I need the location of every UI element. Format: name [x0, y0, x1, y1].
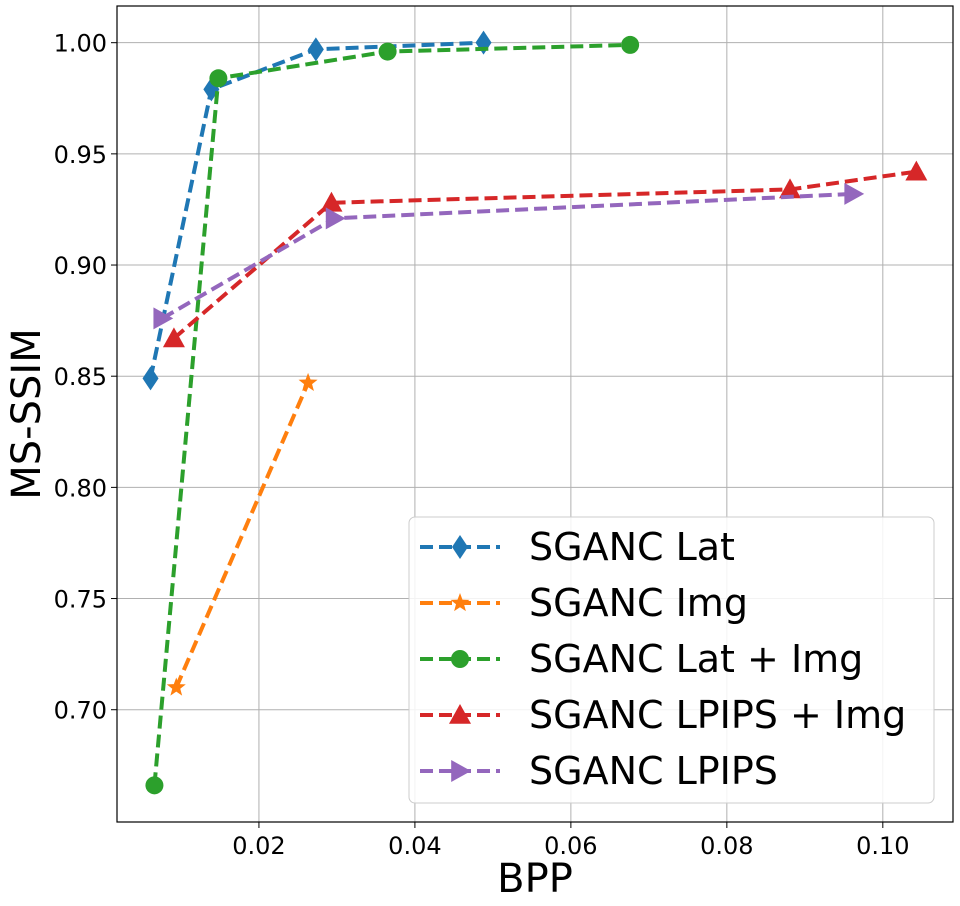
- x-tick-label: 0.04: [388, 832, 441, 860]
- legend-marker: [451, 760, 471, 782]
- tick-labels: 0.02 0.04 0.06 0.08 0.10 0.70 0.75 0.80 0.85 0.90…: [54, 30, 910, 860]
- y-tick-label: 0.70: [54, 697, 107, 725]
- series-line: [148, 40, 484, 379]
- data-point: [307, 37, 324, 62]
- y-tick-label: 1.00: [54, 30, 107, 58]
- data-point: [905, 160, 928, 181]
- data-point: [779, 178, 802, 199]
- legend-entry: SGANC LPIPS + Img: [420, 693, 906, 737]
- legend-label: SGANC Lat: [529, 525, 735, 569]
- y-tick-label: 0.95: [54, 141, 107, 169]
- x-tick-label: 0.06: [544, 832, 597, 860]
- legend-label: SGANC LPIPS + Img: [529, 693, 906, 737]
- y-tick-label: 0.90: [54, 252, 107, 280]
- legend-box: [408, 516, 935, 804]
- data-point: [320, 191, 343, 212]
- series-line: [161, 191, 854, 321]
- series-layer: [142, 30, 928, 795]
- data-point: [153, 307, 174, 330]
- series: [153, 182, 865, 330]
- series: [145, 35, 640, 795]
- y-tick-label: 0.80: [54, 474, 107, 502]
- data-point: [166, 677, 186, 696]
- legend-entry: SGANC Lat: [420, 525, 735, 569]
- x-tick-label: 0.10: [856, 832, 909, 860]
- legend-marker: [449, 704, 471, 724]
- data-point: [145, 776, 164, 795]
- y-tick-label: 0.75: [54, 586, 107, 614]
- legend-marker: [450, 593, 470, 612]
- series-line: [174, 382, 310, 689]
- legend-entry: SGANC Lat + Img: [420, 637, 863, 681]
- series: [142, 30, 492, 391]
- data-point: [298, 372, 318, 391]
- legend-entry: SGANC Img: [420, 581, 748, 625]
- legend-entry: SGANC LPIPS: [420, 749, 778, 793]
- data-point: [162, 327, 185, 348]
- y-axis-label: MS-SSIM: [4, 328, 50, 499]
- legend-marker: [451, 650, 469, 668]
- data-point: [325, 207, 346, 230]
- data-point: [844, 182, 865, 205]
- x-tick-label: 0.08: [700, 832, 753, 860]
- series-line: [172, 169, 917, 340]
- data-point: [378, 42, 397, 61]
- plot-frame: [116, 5, 954, 823]
- legend: SGANC Lat SGANC Img SGANC Lat + Img SGANC L…: [408, 516, 935, 804]
- legend-label: SGANC Lat + Img: [529, 637, 863, 681]
- data-point: [142, 366, 159, 391]
- data-point: [209, 69, 228, 88]
- legend-label: SGANC LPIPS: [529, 749, 778, 793]
- series-line: [152, 42, 631, 786]
- series: [162, 160, 928, 348]
- series: [166, 372, 318, 696]
- x-axis-label: BPP: [497, 856, 573, 902]
- x-tick-label: 0.02: [232, 832, 285, 860]
- legend-label: SGANC Img: [529, 581, 748, 625]
- legend-marker: [452, 535, 468, 559]
- y-tick-label: 0.85: [54, 363, 107, 391]
- data-point: [621, 35, 640, 54]
